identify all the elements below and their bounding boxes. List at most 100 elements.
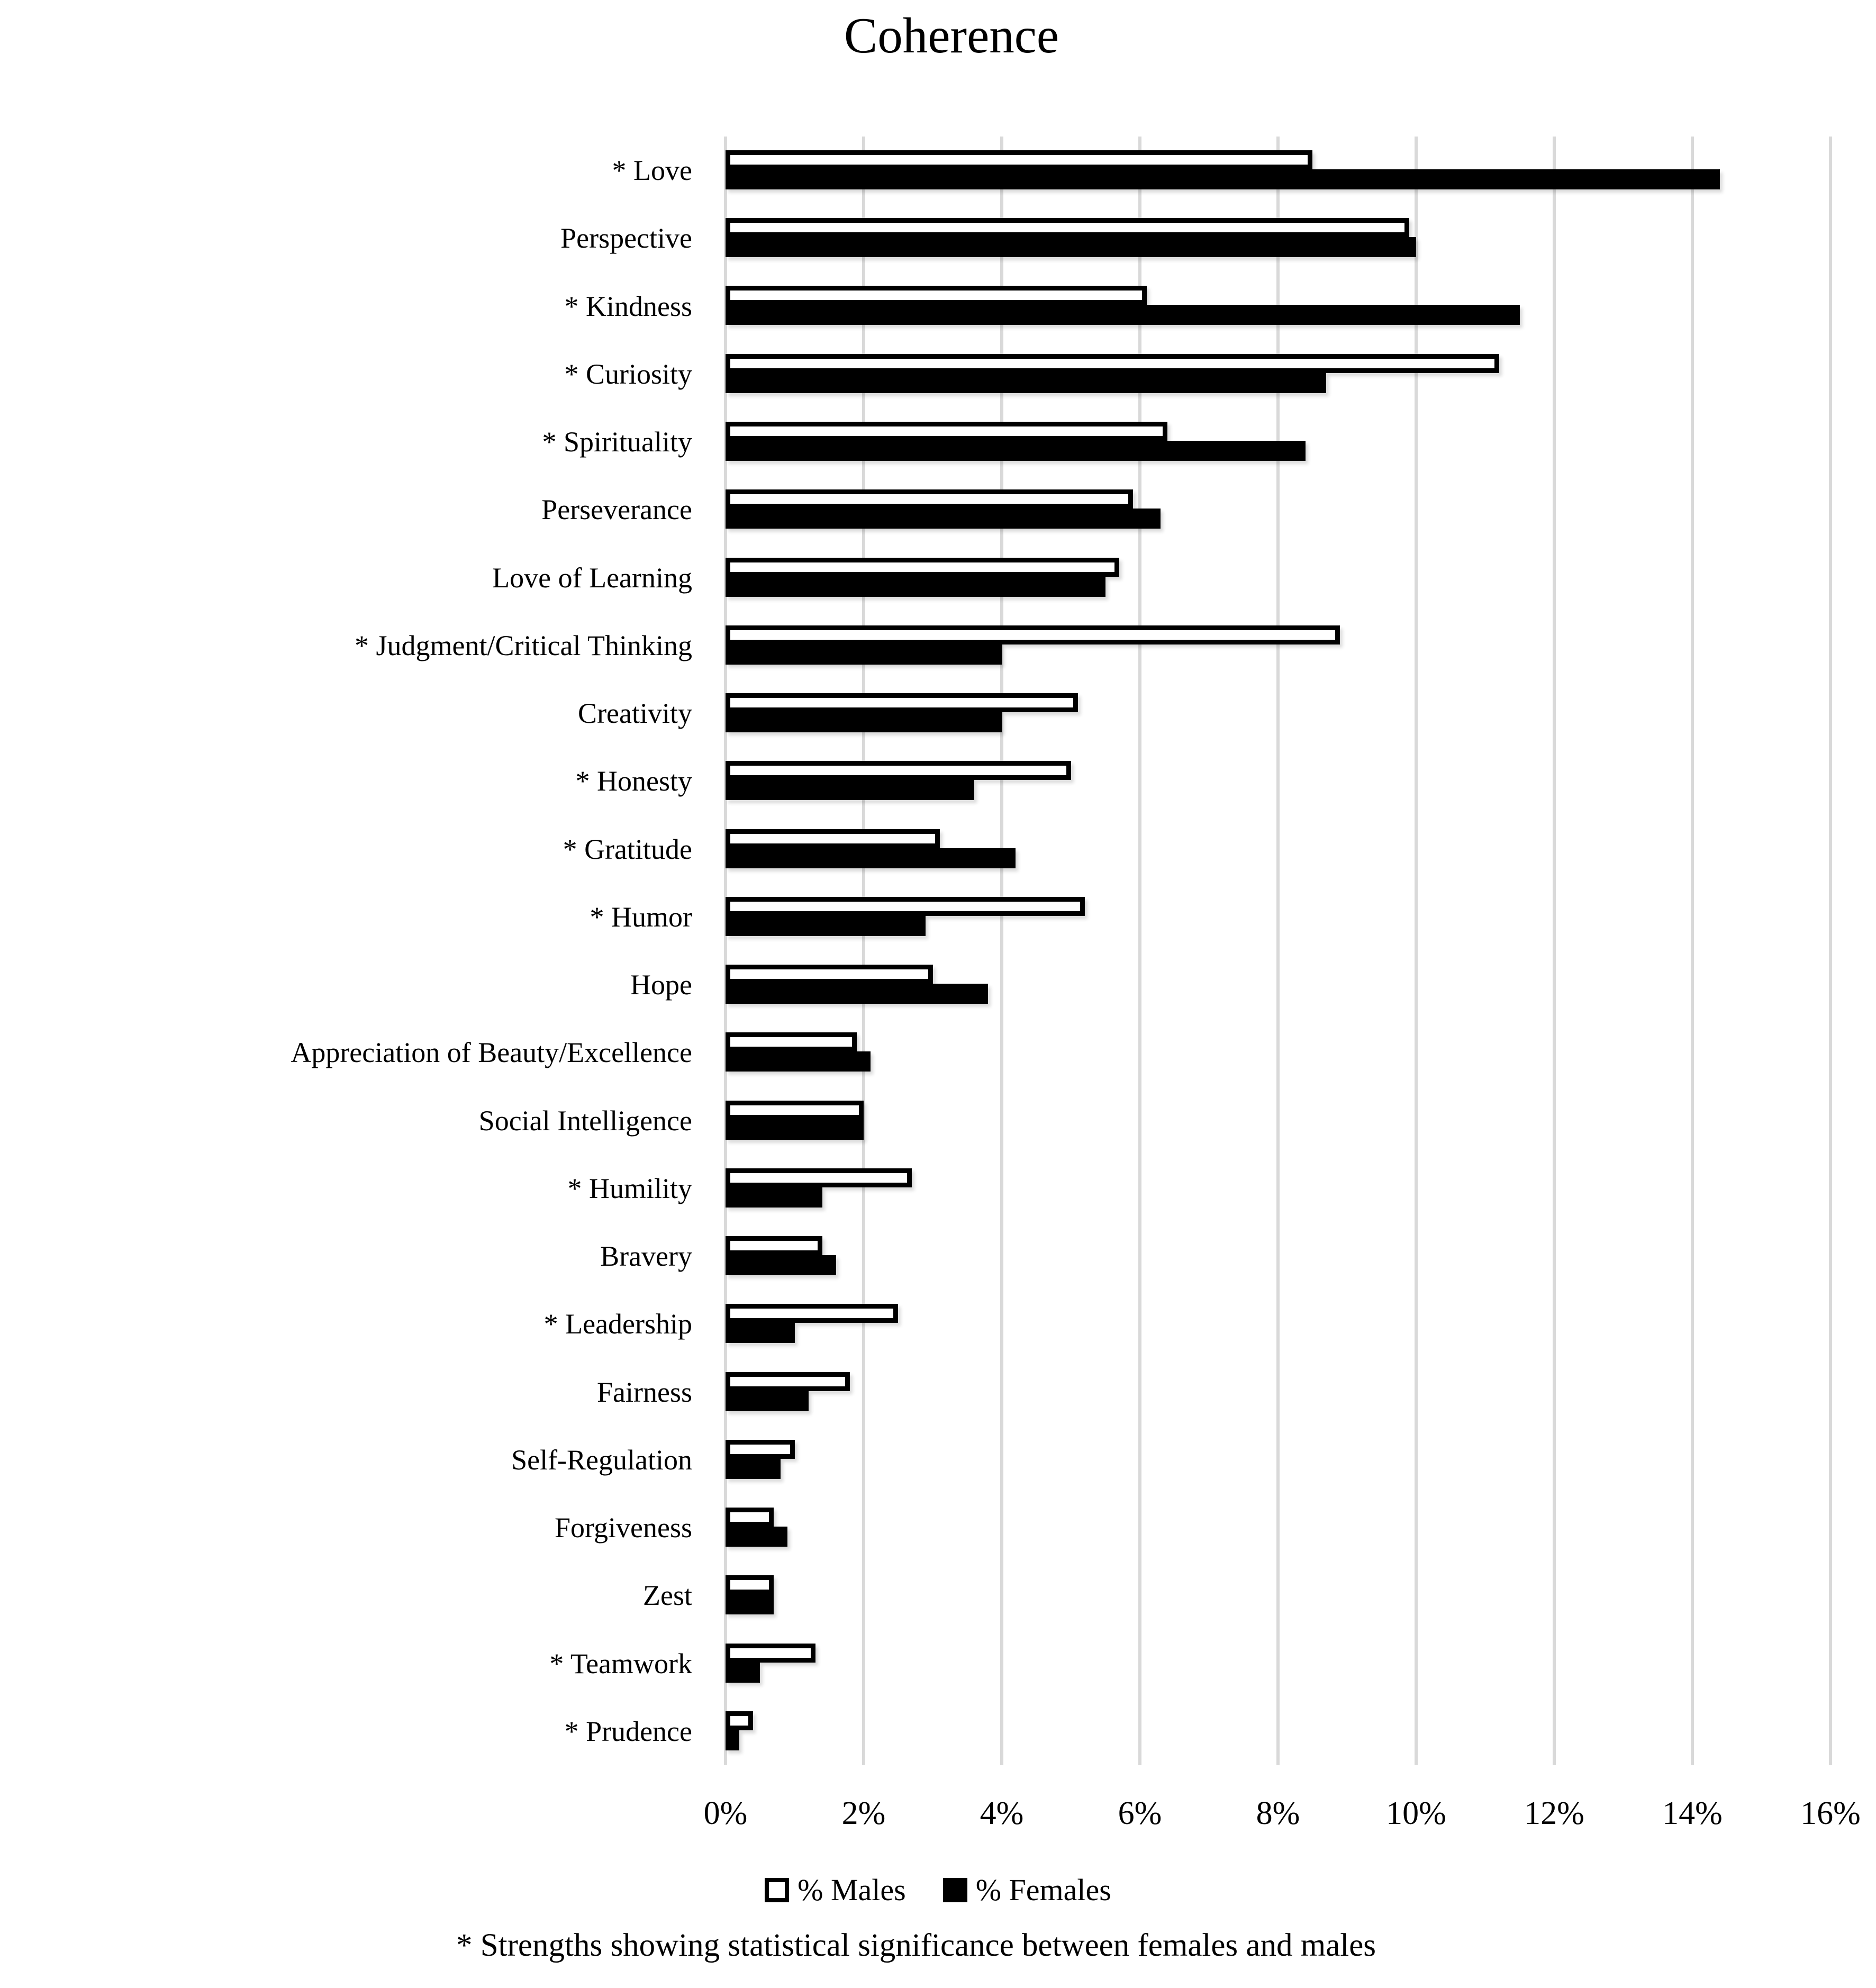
bar-group bbox=[726, 1697, 1830, 1765]
males-legend-label: % Males bbox=[797, 1873, 906, 1907]
bar-group bbox=[726, 1494, 1830, 1562]
category-label: * Honesty bbox=[575, 765, 692, 797]
bar-group bbox=[726, 272, 1830, 340]
bar-group bbox=[726, 204, 1830, 272]
gridline bbox=[1829, 137, 1832, 1765]
plot-area bbox=[724, 137, 1832, 1765]
female-bar bbox=[726, 1527, 788, 1547]
x-tick-label: 14% bbox=[1662, 1795, 1723, 1831]
female-bar bbox=[726, 984, 988, 1004]
male-bar bbox=[726, 1711, 754, 1730]
x-tick-label: 10% bbox=[1386, 1795, 1446, 1831]
bar-group bbox=[726, 1087, 1830, 1155]
female-bar bbox=[726, 1730, 740, 1750]
category-label: Love of Learning bbox=[492, 561, 692, 594]
bar-group bbox=[726, 137, 1830, 204]
gridline bbox=[724, 137, 727, 1765]
category-label: * Leadership bbox=[543, 1308, 692, 1340]
female-bar bbox=[726, 373, 1327, 393]
male-bar bbox=[726, 829, 940, 848]
x-tick-label: 16% bbox=[1800, 1795, 1861, 1831]
category-label: Hope bbox=[630, 969, 692, 1001]
y-axis-labels: * Love Perspective * Kindness * Curiosity * … bbox=[0, 137, 696, 1765]
female-bar bbox=[726, 1255, 836, 1275]
chart-title: Coherence bbox=[844, 7, 1059, 63]
bar-group bbox=[726, 883, 1830, 951]
bar-group bbox=[726, 747, 1830, 815]
gridline bbox=[1000, 137, 1003, 1765]
male-bar bbox=[726, 625, 1340, 644]
x-axis: 0% 2% 4% 6% 8% 10% 12% 14% 16% bbox=[704, 1795, 1861, 1842]
male-bar bbox=[726, 1236, 822, 1255]
category-label: * Gratitude bbox=[563, 833, 692, 865]
bar-group bbox=[726, 1426, 1830, 1494]
gridline bbox=[1138, 137, 1141, 1765]
bar-group bbox=[726, 612, 1830, 679]
category-label: * Kindness bbox=[564, 290, 693, 322]
category-label: * Love bbox=[612, 155, 692, 187]
category-label: Bravery bbox=[600, 1240, 692, 1273]
category-label: Perspective bbox=[560, 222, 692, 255]
male-bar bbox=[726, 489, 1133, 509]
female-bar bbox=[726, 1119, 864, 1140]
legend-item-males: % Males bbox=[765, 1872, 906, 1908]
bar-group bbox=[726, 1222, 1830, 1290]
female-bar bbox=[726, 644, 1002, 665]
male-bar bbox=[726, 965, 933, 984]
gridline bbox=[1553, 137, 1556, 1765]
x-tick-label: 4% bbox=[980, 1795, 1024, 1831]
bar-group bbox=[726, 340, 1830, 408]
male-bar bbox=[726, 761, 1071, 780]
female-bar bbox=[726, 237, 1416, 258]
female-bar bbox=[726, 440, 1306, 461]
female-bar bbox=[726, 1051, 871, 1072]
category-label: Appreciation of Beauty/Excellence bbox=[291, 1037, 692, 1069]
female-bar bbox=[726, 1323, 795, 1344]
female-bar bbox=[726, 509, 1161, 529]
male-bar bbox=[726, 693, 1078, 712]
female-bar bbox=[726, 848, 1016, 868]
bar-group bbox=[726, 1630, 1830, 1697]
female-bar bbox=[726, 1187, 822, 1208]
male-bar bbox=[726, 150, 1313, 169]
females-legend-swatch-icon bbox=[942, 1877, 967, 1902]
x-tick-label: 2% bbox=[841, 1795, 886, 1831]
category-label: * Prudence bbox=[564, 1715, 692, 1747]
female-bar bbox=[726, 712, 1002, 732]
gridline bbox=[1691, 137, 1694, 1765]
males-legend-swatch-icon bbox=[765, 1877, 790, 1902]
female-bar bbox=[726, 1391, 809, 1411]
category-label: Fairness bbox=[597, 1376, 692, 1408]
gridline bbox=[1276, 137, 1280, 1765]
bar-group bbox=[726, 408, 1830, 476]
females-legend-label: % Females bbox=[975, 1873, 1111, 1907]
male-bar bbox=[726, 557, 1119, 577]
female-bar bbox=[726, 169, 1720, 189]
bar-group bbox=[726, 1562, 1830, 1629]
x-tick-label: 6% bbox=[1118, 1795, 1162, 1831]
bar-group bbox=[726, 476, 1830, 543]
bar-group bbox=[726, 1155, 1830, 1222]
category-label: * Teamwork bbox=[549, 1647, 692, 1680]
male-bar bbox=[726, 1508, 774, 1527]
category-label: Perseverance bbox=[541, 494, 692, 526]
male-bar bbox=[726, 896, 1085, 916]
category-label: Creativity bbox=[578, 697, 692, 730]
category-label: Forgiveness bbox=[554, 1512, 692, 1544]
male-bar bbox=[726, 1032, 857, 1052]
male-bar bbox=[726, 353, 1499, 373]
male-bar bbox=[726, 1372, 850, 1391]
female-bar bbox=[726, 1662, 760, 1683]
gridline bbox=[1415, 137, 1418, 1765]
female-bar bbox=[726, 915, 926, 936]
male-bar bbox=[726, 421, 1168, 441]
male-bar bbox=[726, 1575, 774, 1595]
category-label: Zest bbox=[643, 1579, 692, 1612]
category-label: Social Intelligence bbox=[478, 1104, 692, 1137]
legend-item-females: % Females bbox=[942, 1872, 1111, 1908]
category-label: * Judgment/Critical Thinking bbox=[355, 629, 692, 661]
female-bar bbox=[726, 576, 1105, 597]
category-label: * Spirituality bbox=[542, 426, 693, 458]
category-label: * Humility bbox=[567, 1172, 692, 1204]
